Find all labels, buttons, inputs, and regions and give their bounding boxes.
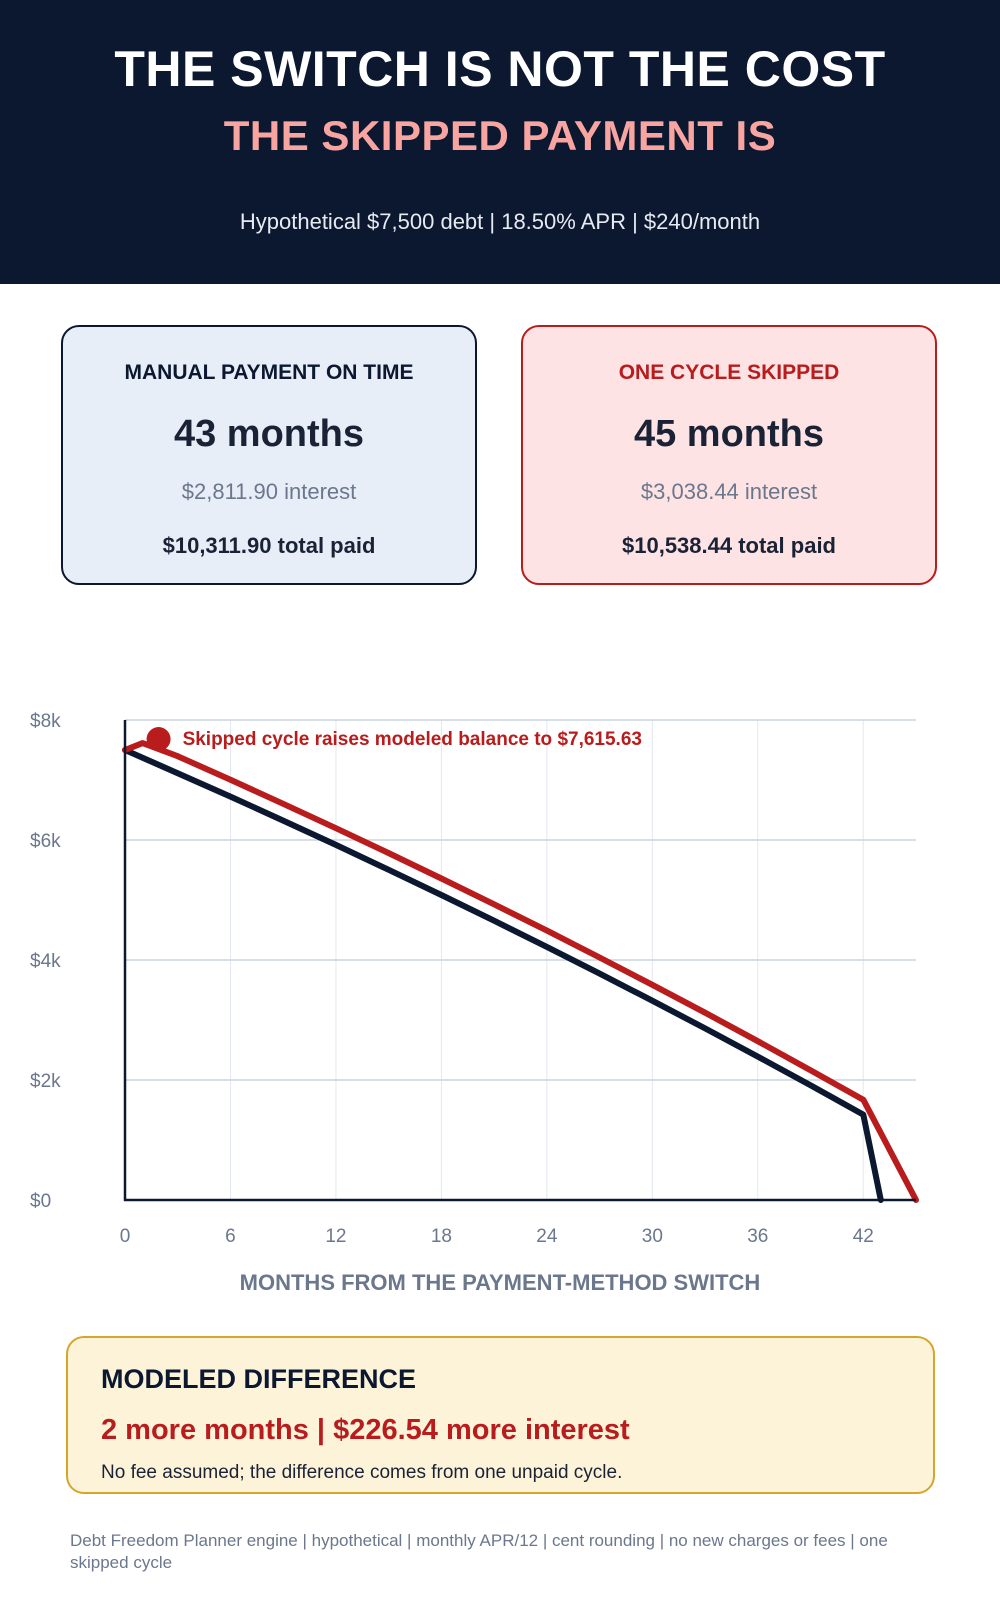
series-line-manual [122,747,884,1203]
header-banner: THE SWITCH IS NOT THE COST THE SKIPPED P… [0,0,1000,284]
page-title: THE SWITCH IS NOT THE COST [114,41,886,97]
page-subtitle: THE SKIPPED PAYMENT IS [223,112,777,159]
manual-card-total: $10,311.90 total paid [162,533,376,558]
footnote: Debt Freedom Planner engine | hypothetic… [70,1531,888,1572]
skipped-card-months: 45 months [633,413,825,455]
difference-note: No fee assumed; the difference comes fro… [101,1462,623,1483]
difference-value: 2 more months | $226.54 more interest [101,1414,630,1446]
series-line-skipped [122,740,919,1203]
y-tick-label: $2k [30,1071,61,1092]
manual-card-interest: $2,811.90 interest [181,479,357,504]
difference-title: MODELED DIFFERENCE [101,1364,417,1394]
skipped-card-interest: $3,038.44 interest [640,479,818,504]
y-tick-label: $6k [30,831,61,852]
skipped-card-total: $10,538.44 total paid [622,533,836,558]
x-tick-label: 42 [853,1226,874,1247]
y-tick-label: $8k [30,711,61,732]
manual-card-label: MANUAL PAYMENT ON TIME [124,361,414,384]
x-tick-label: 12 [325,1226,346,1247]
balance-chart: $0 $2k $4k $6k $8k 0 6 12 18 24 30 36 42 MONTHS FROM … [30,711,919,1295]
x-tick-label: 24 [536,1226,558,1247]
x-tick-label: 36 [747,1226,768,1247]
manual-payment-card: MANUAL PAYMENT ON TIME 43 months $2,811.… [61,325,477,585]
x-tick-label: 6 [225,1226,236,1247]
x-tick-label: 18 [431,1226,452,1247]
y-tick-label: $0 [30,1191,51,1212]
manual-card-months: 43 months [173,413,365,455]
x-tick-label: 0 [120,1226,131,1247]
x-tick-label: 30 [642,1226,663,1247]
skipped-card-label: ONE CYCLE SKIPPED [618,361,840,384]
y-tick-label: $4k [30,951,61,972]
annotation-marker [146,727,171,752]
modeled-difference-panel: MODELED DIFFERENCE 2 more months | $226.… [66,1336,935,1494]
assumptions-line: Hypothetical $7,500 debt | 18.50% APR | … [239,209,761,234]
annotation-label: Skipped cycle raises modeled balance to … [183,729,642,750]
skipped-cycle-card: ONE CYCLE SKIPPED 45 months $3,038.44 in… [521,325,937,585]
x-axis-title: MONTHS FROM THE PAYMENT-METHOD SWITCH [240,1270,761,1295]
